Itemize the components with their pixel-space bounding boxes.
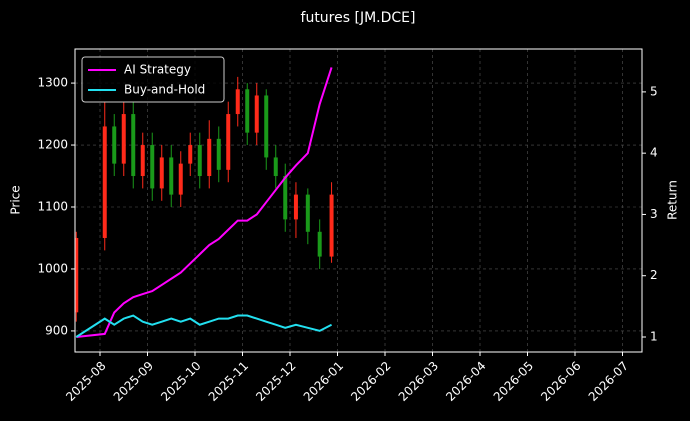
candle-body [121,114,126,164]
y-tick-label: 1100 [37,200,68,214]
candle-body [178,163,183,195]
candle-body [159,157,164,189]
candle-body [188,145,193,164]
y2-tick-label: 4 [650,146,658,160]
candle-body [102,126,107,238]
legend-box [81,56,225,103]
y-tick-label: 1300 [37,76,68,90]
y2-tick-label: 5 [650,84,658,98]
candle-body [216,138,221,170]
candle-body [317,231,322,257]
y2-tick-label: 1 [650,329,658,343]
y-tick-label: 900 [45,323,68,337]
candle-body [293,194,298,220]
candle-body [264,95,269,158]
chart-title: futures [JM.DCE] [301,10,416,26]
y2-axis-label: Return [666,180,680,220]
candle-body [207,138,212,177]
legend-label: AI Strategy [124,63,191,77]
candle-body [131,114,136,177]
y-tick-label: 1000 [37,261,68,275]
candle-body [273,157,278,177]
candle-body [197,145,202,177]
candle-body [305,194,310,232]
candle-body [235,89,240,115]
candle-body [254,95,259,133]
return-line [76,67,333,338]
candle-body [150,145,155,189]
y-tick-label: 1200 [37,138,68,152]
y2-tick-label: 2 [650,268,658,282]
y2-tick-label: 3 [650,207,658,221]
candle-body [283,176,288,220]
candle-body [75,237,79,313]
candle-body [226,114,231,170]
candle-body [329,194,334,257]
y-axis-label: Price [9,185,23,214]
candle-body [245,89,250,133]
candle-body [140,145,145,177]
candle-body [169,157,174,195]
plot-frame [74,48,643,353]
return-line [75,314,333,338]
candle-body [112,126,117,164]
legend-label: Buy-and-Hold [124,83,205,97]
plot-area [75,49,642,352]
